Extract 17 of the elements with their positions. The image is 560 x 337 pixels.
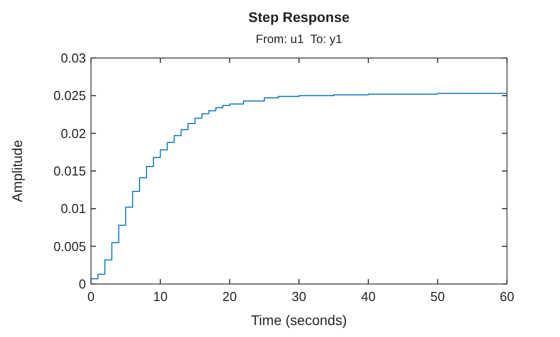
y-tick-label: 0.025 xyxy=(53,88,86,104)
x-tick-label: 40 xyxy=(361,289,376,304)
y-tick-label: 0.005 xyxy=(53,238,86,254)
y-tick-label: 0.01 xyxy=(60,201,86,216)
y-tick-label: 0.02 xyxy=(60,126,86,141)
chart-subtitle: From: u1 To: y1 xyxy=(256,32,343,46)
x-tick-label: 20 xyxy=(222,289,237,304)
chart-title: Step Response xyxy=(248,9,350,25)
y-tick-label: 0 xyxy=(78,276,86,292)
y-axis-title: Amplitude xyxy=(9,140,25,202)
y-tick-label: 0.015 xyxy=(53,164,86,178)
y-tick-label: 0.03 xyxy=(60,50,86,66)
x-tick-label: 50 xyxy=(430,289,445,304)
x-tick-label: 60 xyxy=(500,289,514,304)
x-tick-label: 10 xyxy=(153,289,168,304)
x-axis-title: Time (seconds) xyxy=(251,312,347,328)
x-tick-label: 30 xyxy=(292,289,306,304)
